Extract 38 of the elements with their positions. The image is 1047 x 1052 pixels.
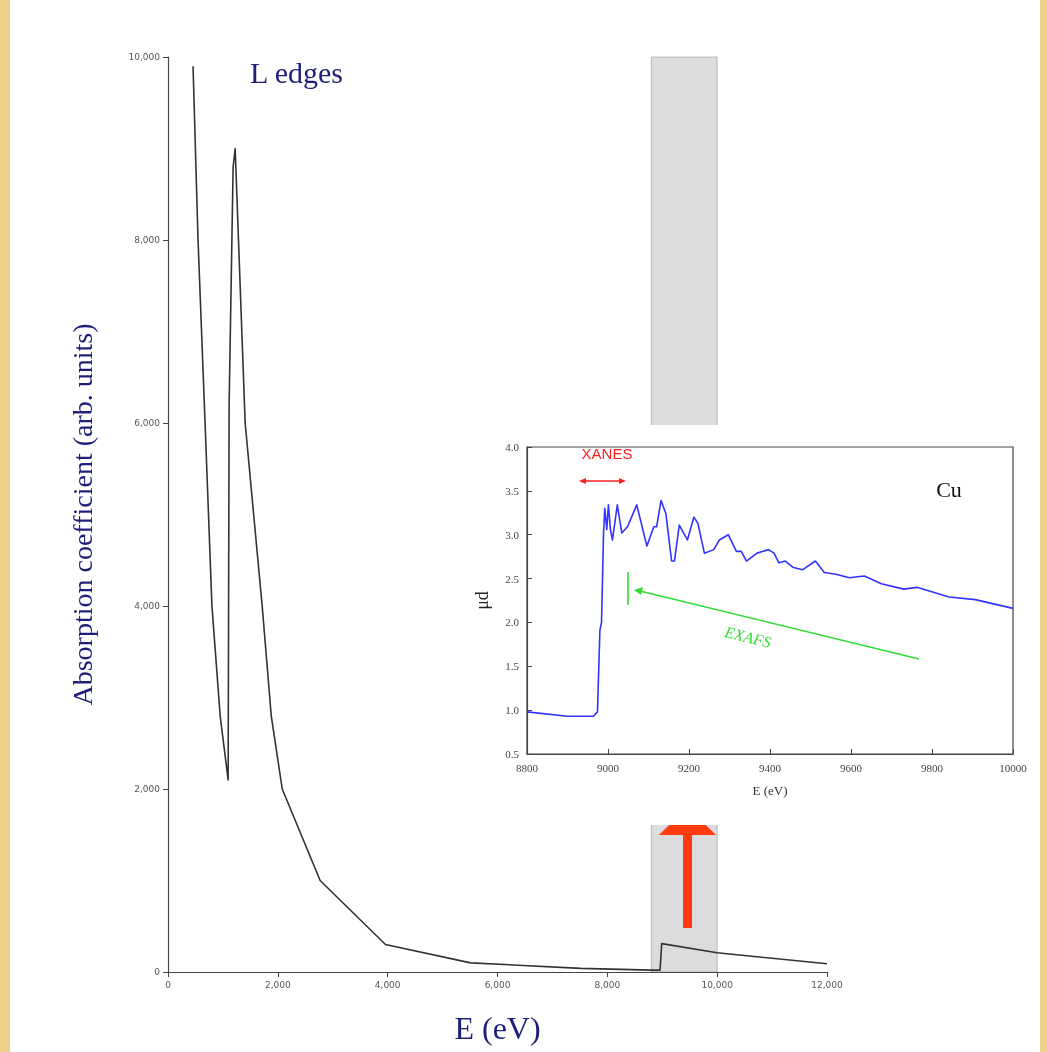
y-tick-label: 3.0 bbox=[505, 528, 520, 541]
x-tick-label: 8,000 bbox=[594, 979, 621, 990]
y-axis-title: μd bbox=[472, 591, 492, 610]
x-tick-label: 9800 bbox=[921, 761, 944, 774]
x-tick-label: 9400 bbox=[759, 761, 782, 774]
y-tick-label: 0 bbox=[154, 967, 161, 977]
x-tick-label: 4,000 bbox=[374, 979, 401, 990]
x-tick-label: 9600 bbox=[840, 761, 863, 774]
annotation: Cu bbox=[936, 476, 962, 502]
y-tick-label: 10,000 bbox=[128, 52, 161, 62]
line-series bbox=[526, 499, 1014, 718]
y-tick-label: 2.0 bbox=[505, 616, 520, 629]
x-tick-label: 12,000 bbox=[811, 979, 844, 990]
y-tick-label: 2.5 bbox=[505, 572, 520, 585]
x-tick-label: 8800 bbox=[516, 761, 539, 774]
x-tick-label: 10000 bbox=[999, 761, 1028, 774]
x-axis-title: E (eV) bbox=[752, 783, 788, 798]
x-tick-label: 9200 bbox=[678, 761, 701, 774]
y-tick-label: 2,000 bbox=[134, 784, 161, 794]
annotation: XANES bbox=[581, 444, 633, 462]
x-tick-label: 10,000 bbox=[701, 979, 734, 990]
x-tick-label: 6,000 bbox=[484, 979, 511, 990]
x-tick-label: 2,000 bbox=[264, 979, 291, 990]
y-tick-label: 4.0 bbox=[505, 441, 520, 453]
line-series bbox=[192, 65, 828, 971]
y-tick-label: 6,000 bbox=[134, 418, 161, 428]
chart-title: L edges bbox=[250, 55, 344, 89]
x-axis-title: E (eV) bbox=[454, 1010, 541, 1046]
y-tick-label: 1.5 bbox=[505, 660, 520, 673]
annotation: EXAFS bbox=[722, 622, 773, 651]
x-tick-label: 0 bbox=[165, 979, 172, 990]
y-tick-label: 0.5 bbox=[505, 748, 520, 760]
y-tick-label: 8,000 bbox=[134, 235, 161, 245]
y-tick-label: 3.5 bbox=[505, 484, 520, 497]
y-tick-label: 1.0 bbox=[505, 704, 520, 717]
y-tick-label: 4,000 bbox=[134, 601, 161, 611]
x-tick-label: 9000 bbox=[597, 761, 620, 774]
y-axis-title: Absorption coefficient (arb. units) bbox=[66, 323, 98, 706]
